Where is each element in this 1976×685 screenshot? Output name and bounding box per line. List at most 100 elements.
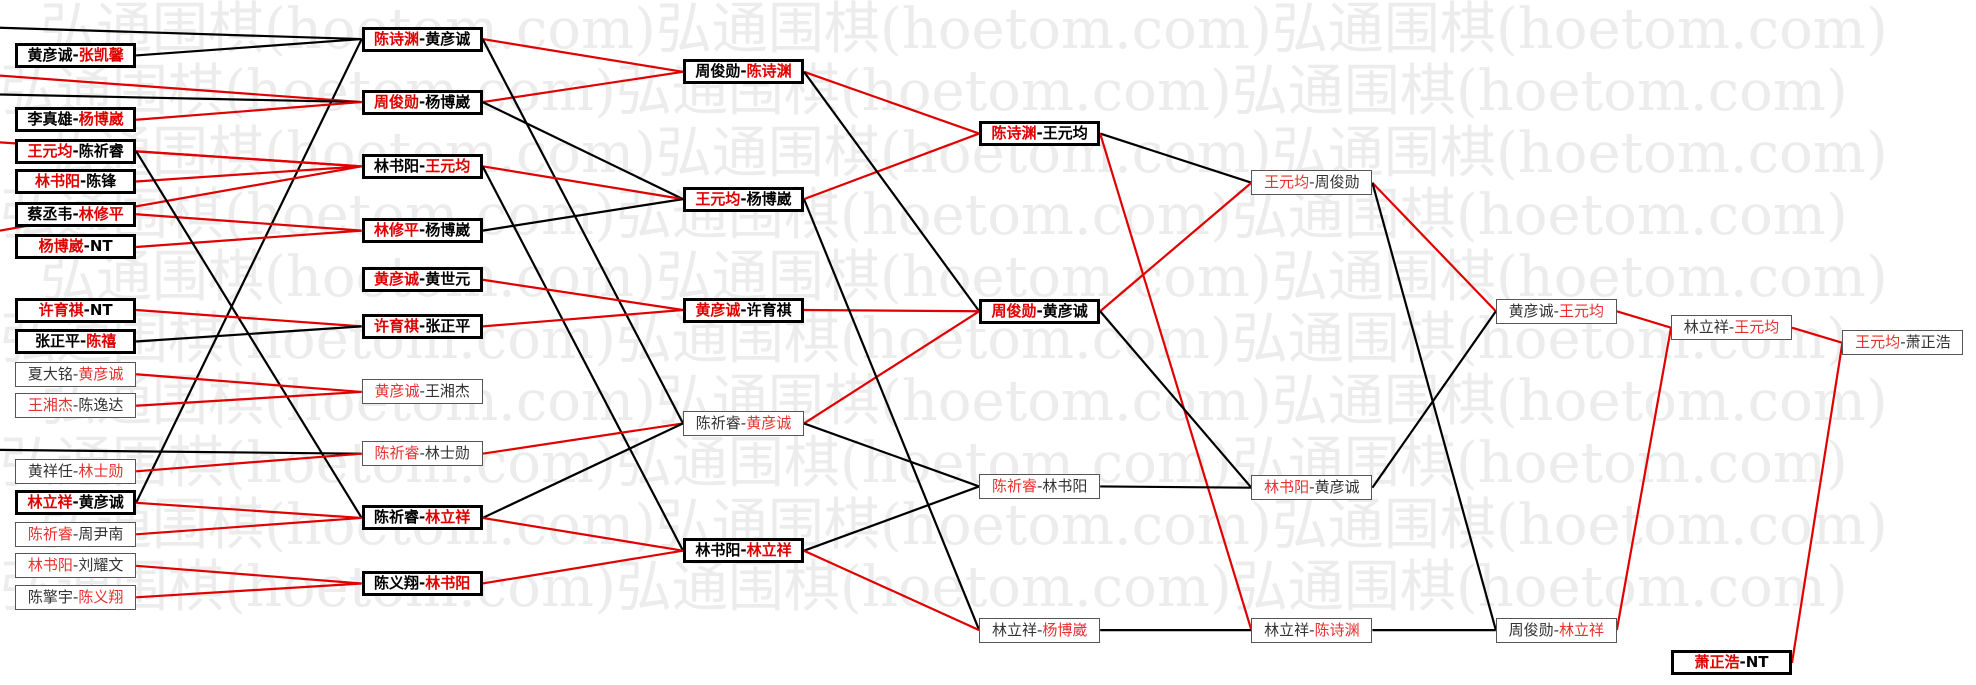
- separator: -: [72, 204, 79, 223]
- player-b: 杨博崴: [425, 92, 471, 111]
- match-box[interactable]: 陈祈睿-周尹南: [15, 521, 137, 547]
- separator: -: [1036, 620, 1043, 639]
- bracket-link: [1099, 133, 1253, 631]
- match-box[interactable]: 夏大铭-黄彦诚: [15, 361, 137, 387]
- match-box[interactable]: 黄彦诚-王元均: [1495, 298, 1617, 324]
- match-box[interactable]: 陈诗渊-黄彦诚: [361, 26, 483, 52]
- match-box[interactable]: 陈诗渊-王元均: [979, 121, 1101, 147]
- separator: -: [740, 189, 747, 208]
- match-box[interactable]: 林立祥-杨博崴: [979, 617, 1101, 643]
- player-a: 王元均: [695, 189, 741, 208]
- match-box[interactable]: 黄彦诚-王湘杰: [361, 379, 483, 405]
- player-a: 许育祺: [374, 316, 420, 335]
- separator: -: [419, 573, 426, 592]
- bracket-link: [1791, 326, 1843, 344]
- bracket-link: [136, 100, 362, 121]
- match-box[interactable]: 周俊勋-杨博崴: [361, 89, 483, 115]
- match-box[interactable]: 王元均-萧正浩: [1842, 330, 1964, 356]
- separator: -: [740, 62, 747, 81]
- player-b: 王元均: [1734, 318, 1780, 337]
- player-a: 林书阳: [695, 541, 741, 560]
- match-box[interactable]: 周俊勋-林立祥: [1495, 617, 1617, 643]
- watermark-row: 弘通围棋(hoetom.com)弘通围棋(hoetom.com)弘通围棋(hoe…: [0, 431, 1848, 496]
- player-a: 王元均: [1855, 333, 1901, 352]
- bracket-link: [1371, 310, 1497, 489]
- player-a: 陈祈睿: [27, 524, 73, 543]
- match-box[interactable]: 陈祈睿-林书阳: [979, 473, 1101, 499]
- match-box[interactable]: 许育祺-NT: [15, 297, 137, 323]
- match-box[interactable]: 王元均-陈祈睿: [15, 138, 137, 164]
- player-a: 黄彦诚: [374, 270, 420, 289]
- bracket-link: [136, 390, 362, 407]
- bracket-link: [803, 132, 980, 201]
- separator: -: [1900, 333, 1906, 352]
- separator: -: [83, 300, 90, 319]
- player-b: 杨博崴: [425, 221, 471, 240]
- separator: -: [1309, 478, 1315, 497]
- match-box[interactable]: 张正平-陈禧: [15, 329, 137, 354]
- player-b: 杨博崴: [78, 110, 124, 129]
- match-box[interactable]: 周俊勋-陈诗渊: [683, 59, 805, 85]
- player-b: 黄彦诚: [1042, 301, 1088, 320]
- player-b: NT: [89, 300, 113, 319]
- match-box[interactable]: 王元均-杨博崴: [683, 186, 805, 212]
- match-box[interactable]: 林书阳-刘耀文: [15, 553, 137, 579]
- player-a: 李真雄: [27, 110, 73, 129]
- match-box[interactable]: 林书阳-黄彦诚: [1251, 475, 1373, 501]
- separator: -: [740, 413, 747, 432]
- match-box[interactable]: 王湘杰-陈逸达: [15, 393, 137, 419]
- match-box[interactable]: 陈祈睿-黄彦诚: [683, 410, 805, 436]
- player-b: 林书阳: [425, 573, 471, 592]
- match-box[interactable]: 许育祺-张正平: [361, 313, 483, 339]
- player-a: 林立祥: [1683, 318, 1729, 337]
- player-b: 杨博崴: [746, 189, 792, 208]
- bracket-link: [803, 308, 980, 313]
- match-box[interactable]: 林修平-杨博崴: [361, 218, 483, 244]
- separator: -: [72, 110, 79, 129]
- player-b: 林书阳: [1042, 476, 1088, 495]
- separator: -: [72, 556, 79, 575]
- match-box[interactable]: 林立祥-黄彦诚: [15, 490, 137, 516]
- match-box[interactable]: 黄彦诚-张凯馨: [15, 42, 137, 68]
- match-box[interactable]: 陈擎宇-陈义翔: [15, 584, 137, 610]
- match-box[interactable]: 林立祥-陈诗渊: [1251, 617, 1373, 643]
- player-a: 周俊勋: [1508, 620, 1554, 639]
- watermark-row: 弘通围棋(hoetom.com)弘通围棋(hoetom.com)弘通围棋(hoe…: [40, 245, 1888, 310]
- player-b: 黄彦诚: [78, 493, 124, 512]
- match-box[interactable]: 黄祥任-林士勋: [15, 458, 137, 484]
- bracket-link: [1371, 181, 1497, 313]
- match-box[interactable]: 陈祈睿-林士勋: [361, 441, 483, 467]
- match-box[interactable]: 李真雄-杨博崴: [15, 107, 137, 133]
- match-box[interactable]: 林立祥-王元均: [1671, 315, 1793, 341]
- match-box[interactable]: 黄彦诚-许育祺: [683, 297, 805, 323]
- player-b: 黄彦诚: [746, 413, 792, 432]
- bracket-link: [803, 71, 981, 312]
- player-b: 林士勋: [78, 461, 124, 480]
- bracket-link: [482, 422, 684, 455]
- match-box[interactable]: 陈祈睿-林立祥: [361, 505, 483, 531]
- player-a: 周俊勋: [991, 301, 1037, 320]
- separator: -: [1728, 318, 1735, 337]
- match-box[interactable]: 杨博崴-NT: [15, 234, 137, 260]
- player-b: NT: [1745, 653, 1769, 672]
- match-box[interactable]: 林书阳-林立祥: [683, 538, 805, 564]
- bracket-link: [1100, 485, 1252, 489]
- match-box[interactable]: 林书阳-陈锋: [15, 168, 137, 194]
- separator: -: [740, 541, 747, 560]
- match-box[interactable]: 蔡丞韦-林修平: [15, 201, 137, 227]
- player-a: 黄彦诚: [1508, 301, 1554, 320]
- match-box[interactable]: 周俊勋-黄彦诚: [979, 298, 1101, 324]
- player-a: 陈祈睿: [374, 444, 420, 463]
- match-box[interactable]: 王元均-周俊勋: [1251, 170, 1373, 196]
- player-b: 陈禧: [86, 332, 117, 350]
- player-b: 林立祥: [746, 541, 792, 560]
- match-box[interactable]: 林书阳-王元均: [361, 153, 483, 179]
- match-box[interactable]: 黄彦诚-黄世元: [361, 267, 483, 293]
- match-box[interactable]: 陈义翔-林书阳: [361, 570, 483, 596]
- separator: -: [1553, 620, 1560, 639]
- match-box[interactable]: 萧正浩-NT: [1671, 650, 1793, 676]
- bracket-link: [136, 308, 362, 328]
- player-a: 王湘杰: [27, 396, 73, 415]
- player-b: 萧正浩: [1905, 333, 1951, 352]
- separator: -: [419, 156, 426, 175]
